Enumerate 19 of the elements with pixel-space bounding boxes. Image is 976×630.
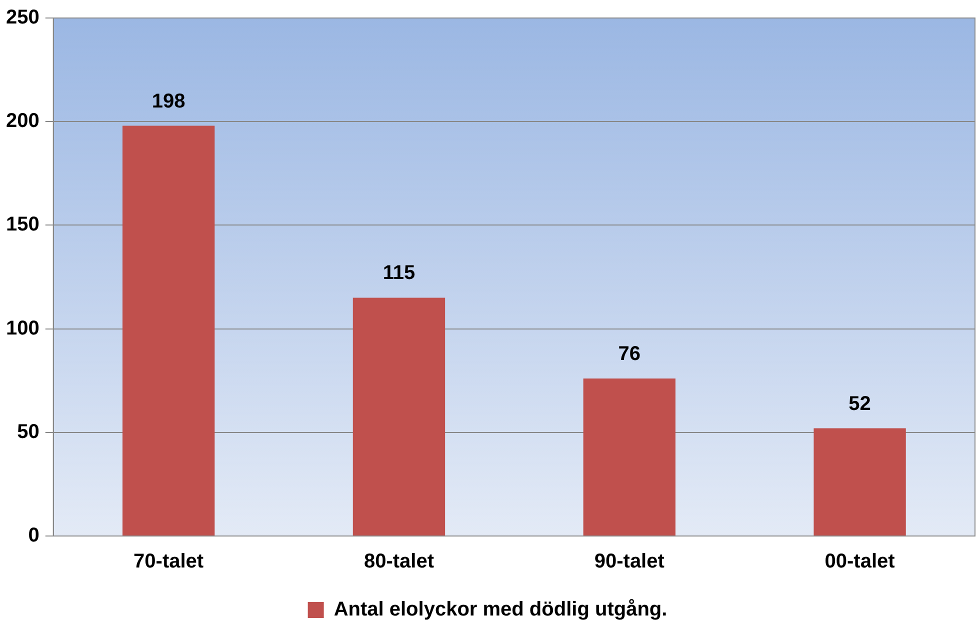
y-tick-label: 100 [6,317,40,340]
legend-label: Antal elolyckor med dödlig utgång. [334,598,668,621]
bar [583,378,676,536]
y-tick-label: 250 [6,6,40,29]
y-tick-label: 150 [6,214,40,236]
y-tick-label: 50 [17,420,40,443]
y-tick-label: 200 [6,110,40,132]
x-tick-label: 00-talet [824,550,896,573]
bar [122,126,215,536]
bar [814,428,906,536]
data-label: 52 [848,392,871,415]
x-tick-label: 80-talet [364,550,434,573]
data-label: 76 [618,343,641,366]
bar [352,298,446,536]
data-label: 115 [382,262,416,284]
x-tick-label: 90-talet [594,550,665,573]
y-tick-label: 0 [28,524,40,547]
x-tick-label: 70-talet [134,550,204,573]
data-label: 198 [152,90,186,112]
